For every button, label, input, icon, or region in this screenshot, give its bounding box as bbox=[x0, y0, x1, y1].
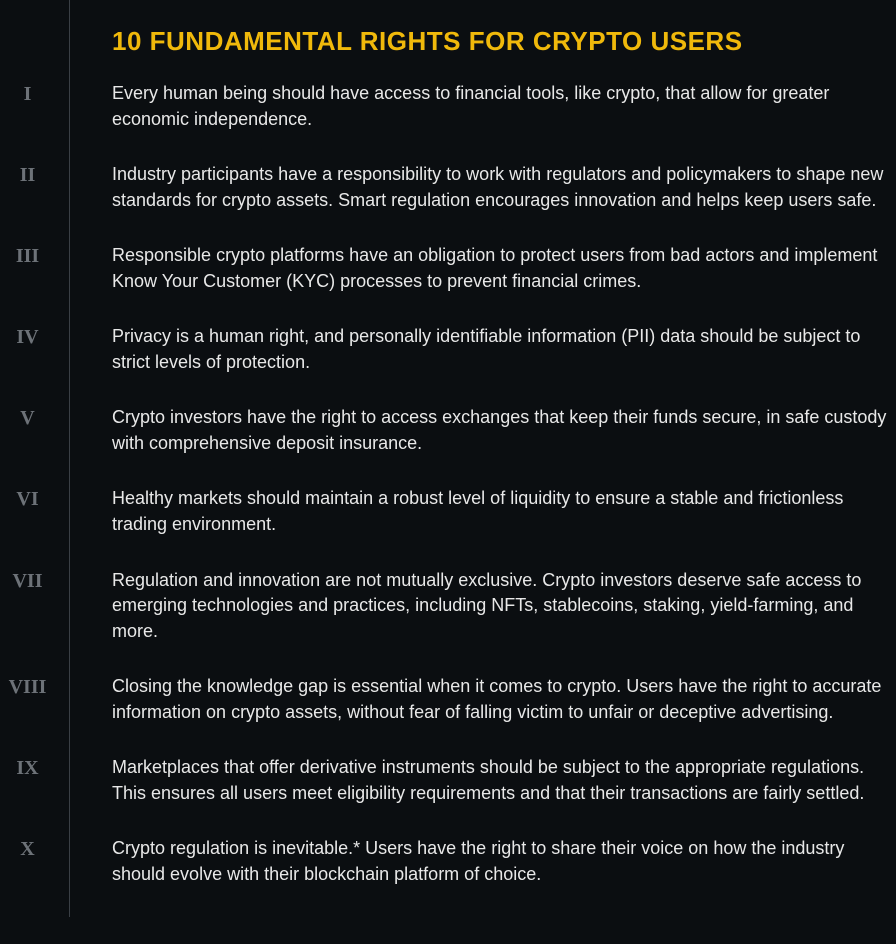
numeral-7: VII bbox=[0, 568, 70, 675]
numeral-2: II bbox=[0, 162, 70, 243]
numeral-5: V bbox=[0, 405, 70, 486]
right-9-text: Marketplaces that offer derivative instr… bbox=[70, 755, 896, 836]
right-10-text: Crypto regulation is inevitable.* Users … bbox=[70, 836, 896, 917]
numeral-9: IX bbox=[0, 755, 70, 836]
right-6-text: Healthy markets should maintain a robust… bbox=[70, 486, 896, 567]
right-5-text: Crypto investors have the right to acces… bbox=[70, 405, 896, 486]
numeral-10: X bbox=[0, 836, 70, 917]
right-3-text: Responsible crypto platforms have an obl… bbox=[70, 243, 896, 324]
numeral-8: VIII bbox=[0, 674, 70, 755]
numeral-3: III bbox=[0, 243, 70, 324]
numeral-1: I bbox=[0, 81, 70, 162]
numeral-6: VI bbox=[0, 486, 70, 567]
right-7-text: Regulation and innovation are not mutual… bbox=[70, 568, 896, 675]
right-1-text: Every human being should have access to … bbox=[70, 81, 896, 162]
right-8-text: Closing the knowledge gap is essential w… bbox=[70, 674, 896, 755]
rights-list: 10 FUNDAMENTAL RIGHTS FOR CRYPTO USERS I… bbox=[0, 0, 896, 917]
title-gutter bbox=[0, 0, 70, 81]
right-2-text: Industry participants have a responsibil… bbox=[70, 162, 896, 243]
page-title: 10 FUNDAMENTAL RIGHTS FOR CRYPTO USERS bbox=[70, 0, 896, 81]
numeral-4: IV bbox=[0, 324, 70, 405]
right-4-text: Privacy is a human right, and personally… bbox=[70, 324, 896, 405]
